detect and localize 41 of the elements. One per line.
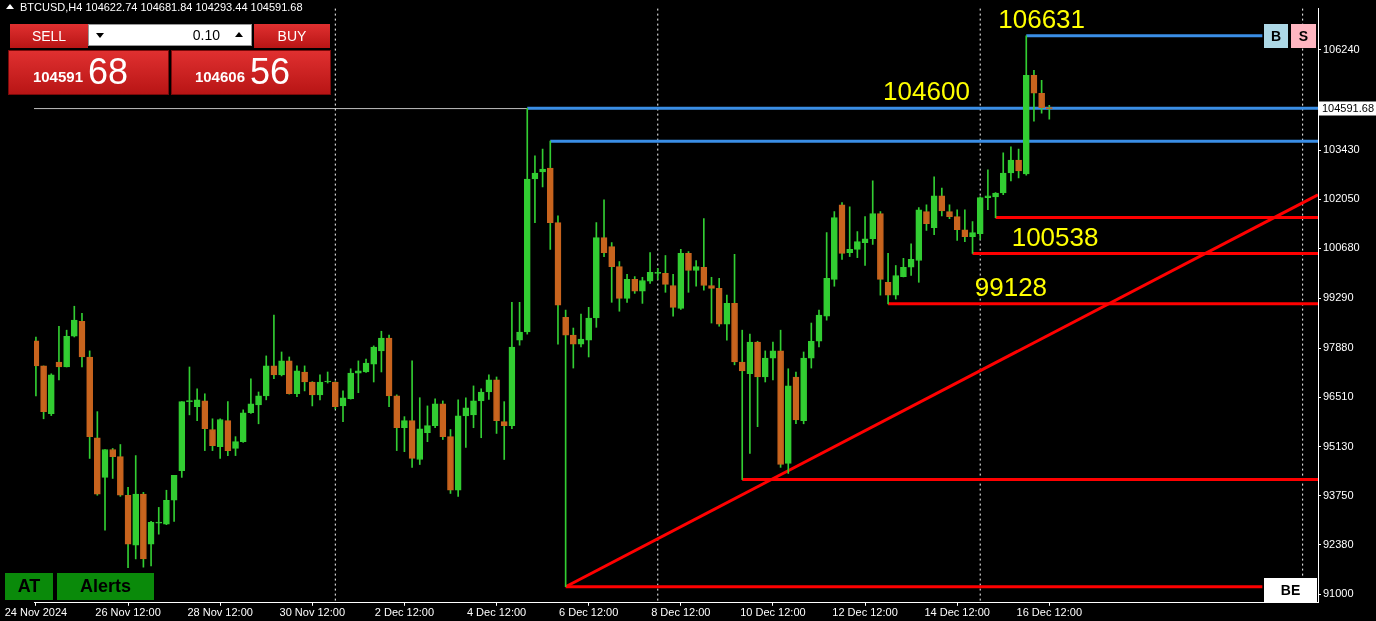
annotation: 104591 xyxy=(31,67,84,87)
x-tick-label: 10 Dec 12:00 xyxy=(740,606,806,619)
x-tick-label: 8 Dec 12:00 xyxy=(651,606,711,619)
annotation: 100538 xyxy=(1011,221,1099,252)
annotation: 99128 xyxy=(974,271,1048,302)
x-tick-label: 28 Nov 12:00 xyxy=(187,606,253,619)
y-tick-label: 93750 xyxy=(1323,489,1354,501)
x-tick-label: 14 Dec 12:00 xyxy=(924,606,990,619)
annotation: 106631 xyxy=(998,3,1086,34)
be-button: BE xyxy=(1264,578,1317,602)
y-tick-label: 92380 xyxy=(1323,537,1354,550)
b-button: B xyxy=(1264,24,1288,48)
x-tick-label: 12 Dec 12:00 xyxy=(832,606,898,619)
y-tick-label: 103430 xyxy=(1323,143,1360,156)
x-tick-label: 26 Nov 12:00 xyxy=(95,606,161,619)
y-tick-label: 102050 xyxy=(1323,192,1360,205)
x-tick-label: 16 Dec 12:00 xyxy=(1016,606,1083,619)
x-tick-label: 24 Nov 2024 xyxy=(4,606,68,619)
y-tick-label: 91000 xyxy=(1323,587,1354,600)
ref-line-label: 104591.68 xyxy=(1322,101,1374,114)
y-tick-label: 100680 xyxy=(1323,241,1360,254)
annotation: 68 xyxy=(88,51,130,92)
y-tick-label: 99290 xyxy=(1323,291,1354,304)
sell-button: SELL xyxy=(10,24,88,48)
at-button: AT xyxy=(5,573,53,600)
annotation: 104606 xyxy=(193,67,246,87)
y-tick-label: 95130 xyxy=(1323,439,1354,452)
annotation: 0.10 xyxy=(191,26,221,45)
alerts-button: Alerts xyxy=(57,573,154,600)
annotation: 56 xyxy=(250,51,292,92)
x-tick-label: 30 Nov 12:00 xyxy=(279,606,346,619)
x-tick-label: 6 Dec 12:00 xyxy=(559,606,619,619)
y-tick-label: 97880 xyxy=(1323,341,1354,354)
y-tick-label: 106240 xyxy=(1323,42,1360,55)
x-tick-label: 4 Dec 12:00 xyxy=(466,606,527,619)
y-tick-label: 96510 xyxy=(1323,390,1354,403)
chart-title: BTCUSD,H4 104622.74 104681.84 104293.44 104591.68 xyxy=(20,1,303,13)
annotation: 104600 xyxy=(883,76,970,107)
buy-button: BUY xyxy=(254,24,330,48)
s-button: S xyxy=(1291,24,1316,48)
x-tick-label: 2 Dec 12:00 xyxy=(374,606,435,619)
